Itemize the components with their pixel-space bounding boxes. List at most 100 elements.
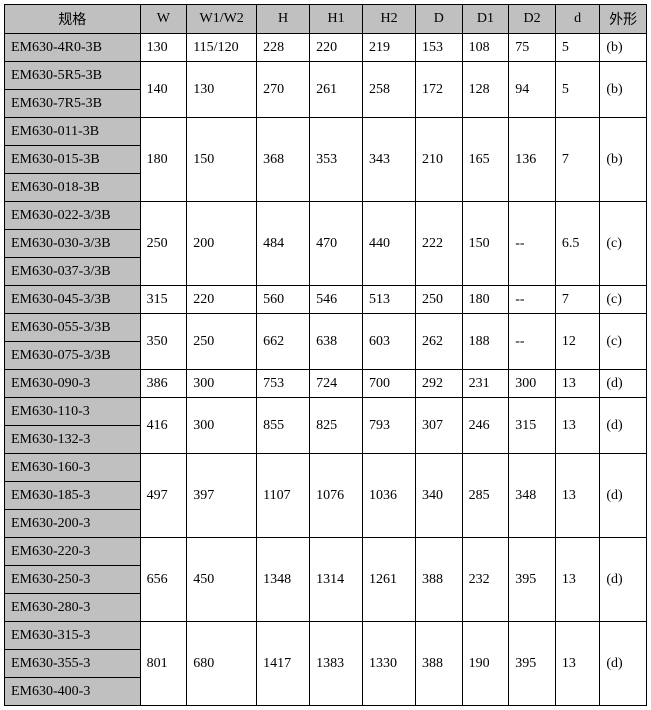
spec-table: 规格 W W1/W2 H H1 H2 D D1 D2 d 外形 EM630-4R… <box>4 4 647 706</box>
value-cell: 220 <box>310 34 363 62</box>
spec-cell: EM630-045-3/3B <box>5 286 141 314</box>
value-cell: 546 <box>310 286 363 314</box>
value-cell: 1348 <box>257 538 310 622</box>
value-cell: 470 <box>310 202 363 286</box>
value-cell: 13 <box>555 538 599 622</box>
spec-cell: EM630-200-3 <box>5 510 141 538</box>
value-cell: 108 <box>462 34 509 62</box>
value-cell: 1417 <box>257 622 310 706</box>
value-cell: 246 <box>462 398 509 454</box>
spec-cell: EM630-220-3 <box>5 538 141 566</box>
spec-cell: EM630-315-3 <box>5 622 141 650</box>
table-row: EM630-5R5-3B140130270261258172128945(b) <box>5 62 647 90</box>
value-cell: 7 <box>555 118 599 202</box>
value-cell: 343 <box>363 118 416 202</box>
col-h1: H1 <box>310 5 363 34</box>
table-row: EM630-315-380168014171383133038819039513… <box>5 622 647 650</box>
col-h: H <box>257 5 310 34</box>
spec-cell: EM630-132-3 <box>5 426 141 454</box>
value-cell: 1261 <box>363 538 416 622</box>
value-cell: 450 <box>187 538 257 622</box>
value-cell: 603 <box>363 314 416 370</box>
table-row: EM630-011-3B1801503683533432101651367(b) <box>5 118 647 146</box>
value-cell: 440 <box>363 202 416 286</box>
value-cell: 180 <box>462 286 509 314</box>
value-cell: 855 <box>257 398 310 454</box>
value-cell: 353 <box>310 118 363 202</box>
spec-cell: EM630-075-3/3B <box>5 342 141 370</box>
value-cell: 395 <box>509 622 556 706</box>
value-cell: 136 <box>509 118 556 202</box>
value-cell: 395 <box>509 538 556 622</box>
value-cell: 753 <box>257 370 310 398</box>
value-cell: 513 <box>363 286 416 314</box>
value-cell: 388 <box>416 622 463 706</box>
value-cell: 5 <box>555 62 599 118</box>
value-cell: -- <box>509 202 556 286</box>
spec-cell: EM630-355-3 <box>5 650 141 678</box>
spec-cell: EM630-7R5-3B <box>5 90 141 118</box>
value-cell: 165 <box>462 118 509 202</box>
value-cell: 228 <box>257 34 310 62</box>
table-row: EM630-110-341630085582579330724631513(d) <box>5 398 647 426</box>
header-row: 规格 W W1/W2 H H1 H2 D D1 D2 d 外形 <box>5 5 647 34</box>
value-cell: 793 <box>363 398 416 454</box>
value-cell: (b) <box>600 62 647 118</box>
table-row: EM630-090-338630075372470029223130013(d) <box>5 370 647 398</box>
value-cell: 180 <box>140 118 187 202</box>
value-cell: 292 <box>416 370 463 398</box>
value-cell: 94 <box>509 62 556 118</box>
value-cell: 825 <box>310 398 363 454</box>
col-shape: 外形 <box>600 5 647 34</box>
value-cell: 220 <box>187 286 257 314</box>
value-cell: 261 <box>310 62 363 118</box>
value-cell: (c) <box>600 202 647 286</box>
value-cell: 1076 <box>310 454 363 538</box>
spec-cell: EM630-400-3 <box>5 678 141 706</box>
value-cell: 368 <box>257 118 310 202</box>
value-cell: 13 <box>555 370 599 398</box>
table-row: EM630-4R0-3B130115/120228220219153108755… <box>5 34 647 62</box>
value-cell: 300 <box>187 398 257 454</box>
value-cell: 300 <box>187 370 257 398</box>
spec-cell: EM630-4R0-3B <box>5 34 141 62</box>
value-cell: 662 <box>257 314 310 370</box>
value-cell: 115/120 <box>187 34 257 62</box>
spec-cell: EM630-110-3 <box>5 398 141 426</box>
value-cell: (c) <box>600 314 647 370</box>
spec-cell: EM630-037-3/3B <box>5 258 141 286</box>
value-cell: 140 <box>140 62 187 118</box>
value-cell: 232 <box>462 538 509 622</box>
value-cell: 130 <box>187 62 257 118</box>
value-cell: (d) <box>600 454 647 538</box>
value-cell: 5 <box>555 34 599 62</box>
col-dd: d <box>555 5 599 34</box>
spec-cell: EM630-030-3/3B <box>5 230 141 258</box>
value-cell: 75 <box>509 34 556 62</box>
table-row: EM630-160-349739711071076103634028534813… <box>5 454 647 482</box>
spec-cell: EM630-160-3 <box>5 454 141 482</box>
col-h2: H2 <box>363 5 416 34</box>
value-cell: 130 <box>140 34 187 62</box>
value-cell: 210 <box>416 118 463 202</box>
value-cell: 388 <box>416 538 463 622</box>
value-cell: 150 <box>187 118 257 202</box>
spec-cell: EM630-250-3 <box>5 566 141 594</box>
value-cell: 200 <box>187 202 257 286</box>
table-row: EM630-055-3/3B350250662638603262188--12(… <box>5 314 647 342</box>
value-cell: 700 <box>363 370 416 398</box>
spec-cell: EM630-022-3/3B <box>5 202 141 230</box>
table-row: EM630-220-365645013481314126138823239513… <box>5 538 647 566</box>
value-cell: 222 <box>416 202 463 286</box>
col-spec: 规格 <box>5 5 141 34</box>
value-cell: 128 <box>462 62 509 118</box>
value-cell: 497 <box>140 454 187 538</box>
value-cell: 13 <box>555 622 599 706</box>
value-cell: 285 <box>462 454 509 538</box>
value-cell: 1036 <box>363 454 416 538</box>
value-cell: (d) <box>600 538 647 622</box>
spec-cell: EM630-015-3B <box>5 146 141 174</box>
spec-cell: EM630-055-3/3B <box>5 314 141 342</box>
value-cell: 724 <box>310 370 363 398</box>
value-cell: (d) <box>600 370 647 398</box>
